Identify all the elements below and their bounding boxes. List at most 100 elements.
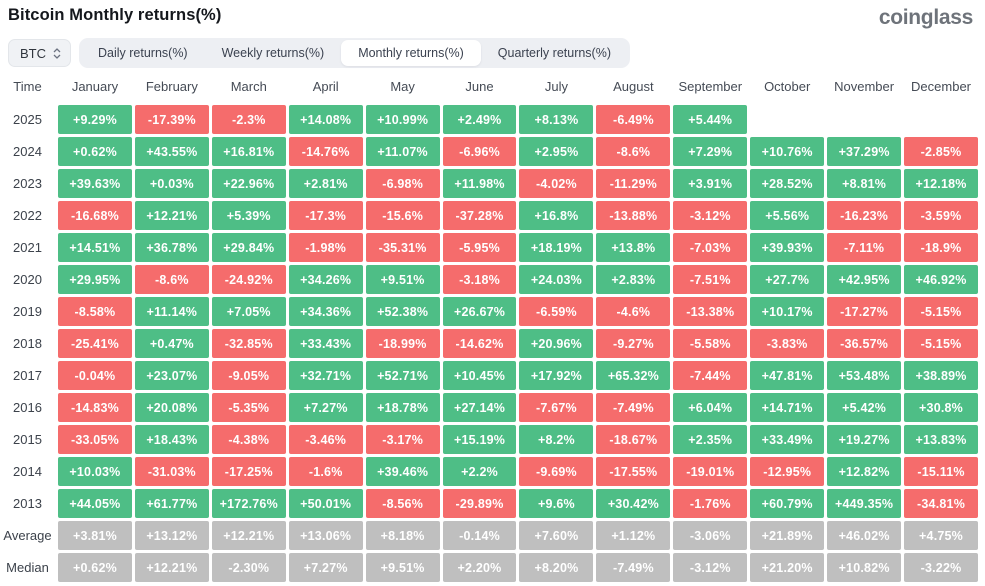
return-cell: -14.62%	[442, 329, 517, 358]
symbol-select-value: BTC	[20, 45, 46, 61]
return-cell: -6.49%	[596, 105, 671, 134]
return-cell: +12.21%	[134, 201, 209, 230]
return-cell: +16.8%	[519, 201, 594, 230]
table-row-2024: 2024 +0.62% +43.55% +16.81% -14.76% +11.07% -6…	[0, 137, 978, 166]
controls-bar: BTC Daily returns(%) Weekly returns(%) Mon…	[8, 38, 977, 68]
return-cell: +16.81%	[211, 137, 286, 166]
return-cell: -8.58%	[58, 297, 132, 326]
return-cell: -17.25%	[211, 457, 286, 486]
return-cell: -5.35%	[211, 393, 286, 422]
return-cell: +33.49%	[750, 425, 825, 454]
return-cell: +2.2%	[442, 457, 517, 486]
return-cell: +21.20%	[750, 553, 825, 582]
return-cell: +22.96%	[211, 169, 286, 198]
return-cell: +8.20%	[519, 553, 594, 582]
tab-daily-returns[interactable]: Daily returns(%)	[81, 40, 205, 66]
symbol-select[interactable]: BTC	[8, 39, 71, 67]
column-header-may: May	[390, 79, 415, 94]
return-cell: +13.8%	[596, 233, 671, 262]
return-cell: +29.84%	[211, 233, 286, 262]
return-cell: +20.96%	[519, 329, 594, 358]
return-cell: +12.21%	[211, 521, 286, 550]
return-cell: +42.95%	[827, 265, 902, 294]
return-cell: -9.05%	[211, 361, 286, 390]
return-cell: -1.98%	[288, 233, 363, 262]
return-cell: +39.63%	[58, 169, 132, 198]
return-cell: +33.43%	[288, 329, 363, 358]
return-cell: -3.12%	[673, 201, 748, 230]
return-cell: -6.59%	[519, 297, 594, 326]
return-cell: -3.46%	[288, 425, 363, 454]
table-row-2022: 2022 -16.68% +12.21% +5.39% -17.3% -15.6% -37.…	[0, 201, 978, 230]
return-cell: +0.47%	[134, 329, 209, 358]
return-cell: -5.15%	[904, 297, 978, 326]
column-header-august: August	[613, 79, 654, 94]
return-cell: +24.03%	[519, 265, 594, 294]
tab-weekly-returns[interactable]: Weekly returns(%)	[205, 40, 342, 66]
return-cell: -18.67%	[596, 425, 671, 454]
return-cell: +11.98%	[442, 169, 517, 198]
table-row-2015: 2015 -33.05% +18.43% -4.38% -3.46% -3.17% +15.…	[0, 425, 978, 454]
return-cell: +37.29%	[827, 137, 902, 166]
return-cell: +19.27%	[827, 425, 902, 454]
return-cell: +27.7%	[750, 265, 825, 294]
return-cell: +9.29%	[58, 105, 132, 134]
return-cell: +12.18%	[904, 169, 978, 198]
return-cell: +12.21%	[134, 553, 209, 582]
return-cell: +15.19%	[442, 425, 517, 454]
return-cell: +52.38%	[365, 297, 440, 326]
topbar: Bitcoin Monthly returns(%) coinglass	[0, 0, 985, 36]
return-cell: +2.20%	[442, 553, 517, 582]
return-cell: -15.11%	[904, 457, 978, 486]
return-cell: +7.60%	[519, 521, 594, 550]
table-row-2020: 2020 +29.95% -8.6% -24.92% +34.26% +9.51% -3.1…	[0, 265, 978, 294]
table-row-2019: 2019 -8.58% +11.14% +7.05% +34.36% +52.38% +26…	[0, 297, 978, 326]
tab-monthly-returns[interactable]: Monthly returns(%)	[341, 40, 481, 66]
return-cell: +5.42%	[827, 393, 902, 422]
row-label: 2023	[13, 176, 42, 191]
return-cell: -17.39%	[134, 105, 209, 134]
return-cell: -7.49%	[596, 393, 671, 422]
table-row-2025: 2025 +9.29% -17.39% -2.3% +14.08% +10.99% +2.4…	[0, 105, 978, 134]
return-cell: +2.81%	[288, 169, 363, 198]
tab-quarterly-returns[interactable]: Quarterly returns(%)	[481, 40, 628, 66]
return-cell: -16.68%	[58, 201, 132, 230]
return-cell: +52.71%	[365, 361, 440, 390]
row-label: 2024	[13, 144, 42, 159]
return-cell: -31.03%	[134, 457, 209, 486]
return-cell: +5.39%	[211, 201, 286, 230]
return-cell: +449.35%	[827, 489, 902, 518]
return-cell: +8.81%	[827, 169, 902, 198]
return-cell: +2.35%	[673, 425, 748, 454]
return-cell: +13.06%	[288, 521, 363, 550]
return-cell: +0.62%	[58, 553, 132, 582]
column-header-november: November	[834, 79, 895, 94]
column-header-july: July	[544, 79, 568, 94]
return-cell: -8.6%	[134, 265, 209, 294]
column-header-march: March	[230, 79, 267, 94]
column-header-february: February	[145, 79, 198, 94]
return-cell: -14.83%	[58, 393, 132, 422]
return-cell: -3.83%	[750, 329, 825, 358]
return-cell: -3.22%	[904, 553, 978, 582]
return-cell: +47.81%	[750, 361, 825, 390]
row-label: Median	[6, 560, 49, 575]
return-cell: -11.29%	[596, 169, 671, 198]
return-cell: +13.83%	[904, 425, 978, 454]
return-cell: -1.6%	[288, 457, 363, 486]
return-cell: +10.45%	[442, 361, 517, 390]
monthly-returns-table: Time January February March April May June July…	[0, 74, 978, 582]
return-cell: +9.51%	[365, 265, 440, 294]
return-cell: -18.99%	[365, 329, 440, 358]
return-cell: -24.92%	[211, 265, 286, 294]
return-cell: -7.49%	[596, 553, 671, 582]
return-cell: +7.29%	[673, 137, 748, 166]
return-cell: -2.30%	[211, 553, 286, 582]
table-row-average: Average +3.81% +13.12% +12.21% +13.06% +8.18%…	[0, 521, 978, 550]
return-cell: -17.27%	[827, 297, 902, 326]
return-cell: -7.44%	[673, 361, 748, 390]
return-cell: +9.51%	[365, 553, 440, 582]
return-cell: +6.04%	[673, 393, 748, 422]
return-cell: -17.55%	[596, 457, 671, 486]
return-cell: +9.6%	[519, 489, 594, 518]
